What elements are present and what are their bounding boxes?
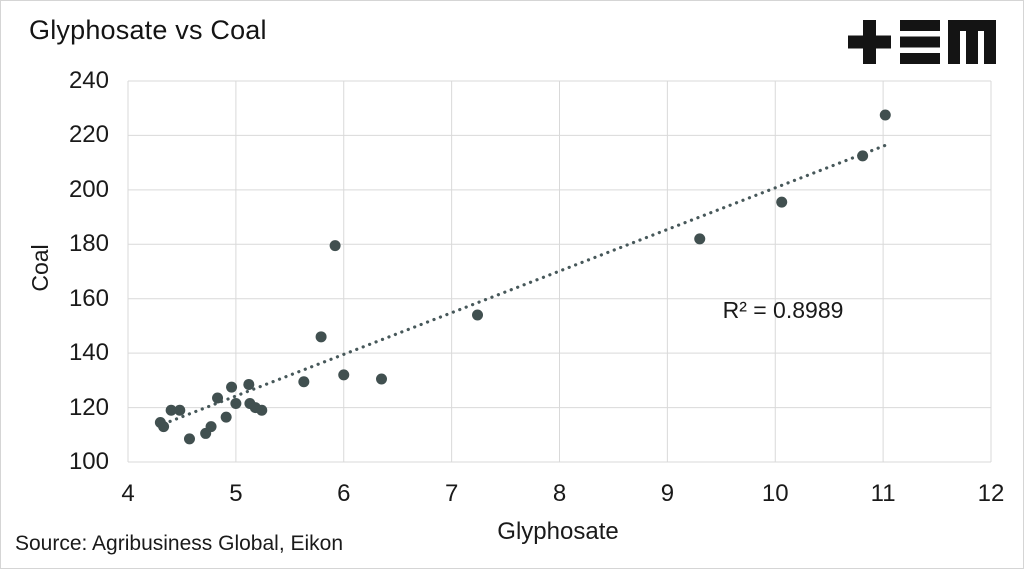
tem-brand-logo-icon <box>848 20 996 64</box>
x-tick-label: 6 <box>337 480 351 507</box>
x-tick-label: 7 <box>444 480 459 507</box>
x-tick-label: 12 <box>977 480 1005 507</box>
x-tick-label: 4 <box>121 480 135 507</box>
y-tick-label: 120 <box>68 393 109 421</box>
data-point <box>226 381 238 393</box>
x-axis-title: Glyphosate <box>497 518 619 545</box>
x-tick-label: 11 <box>870 480 896 507</box>
data-point <box>165 404 177 416</box>
x-tick-label: 8 <box>552 480 567 507</box>
trendline <box>161 143 888 426</box>
data-point <box>220 411 232 423</box>
y-tick-label: 100 <box>68 448 109 475</box>
page-title: Glyphosate vs Coal <box>29 15 267 45</box>
data-point <box>243 378 255 390</box>
data-point <box>776 196 788 208</box>
data-point <box>256 404 268 416</box>
data-point <box>298 376 310 388</box>
data-point <box>158 421 170 433</box>
x-tick-label: 10 <box>761 480 789 507</box>
source-note: Source: Agribusiness Global, Eikon <box>15 532 344 555</box>
plus-triple-bar-m-logo-icon <box>848 20 996 64</box>
data-point <box>694 233 706 245</box>
r-squared-annotation: R² = 0.8989 <box>722 297 844 323</box>
y-tick-label: 180 <box>68 230 109 258</box>
y-tick-label: 220 <box>68 121 109 149</box>
data-point <box>205 421 217 433</box>
data-point <box>329 240 341 252</box>
data-point <box>174 404 186 416</box>
data-point <box>315 331 327 343</box>
data-point <box>338 369 350 381</box>
data-point <box>879 109 891 121</box>
data-point <box>472 309 484 321</box>
data-point <box>230 397 242 409</box>
y-tick-label: 200 <box>68 175 109 203</box>
data-point <box>183 433 195 445</box>
x-tick-label: 9 <box>660 480 675 507</box>
data-point <box>857 150 869 162</box>
data-point <box>376 373 388 385</box>
y-tick-label: 160 <box>68 284 109 312</box>
x-tick-label: 5 <box>229 480 243 507</box>
data-point <box>212 392 224 404</box>
y-tick-label: 240 <box>68 67 109 94</box>
y-tick-label: 140 <box>68 339 109 367</box>
scatter-plot-area <box>127 80 992 463</box>
